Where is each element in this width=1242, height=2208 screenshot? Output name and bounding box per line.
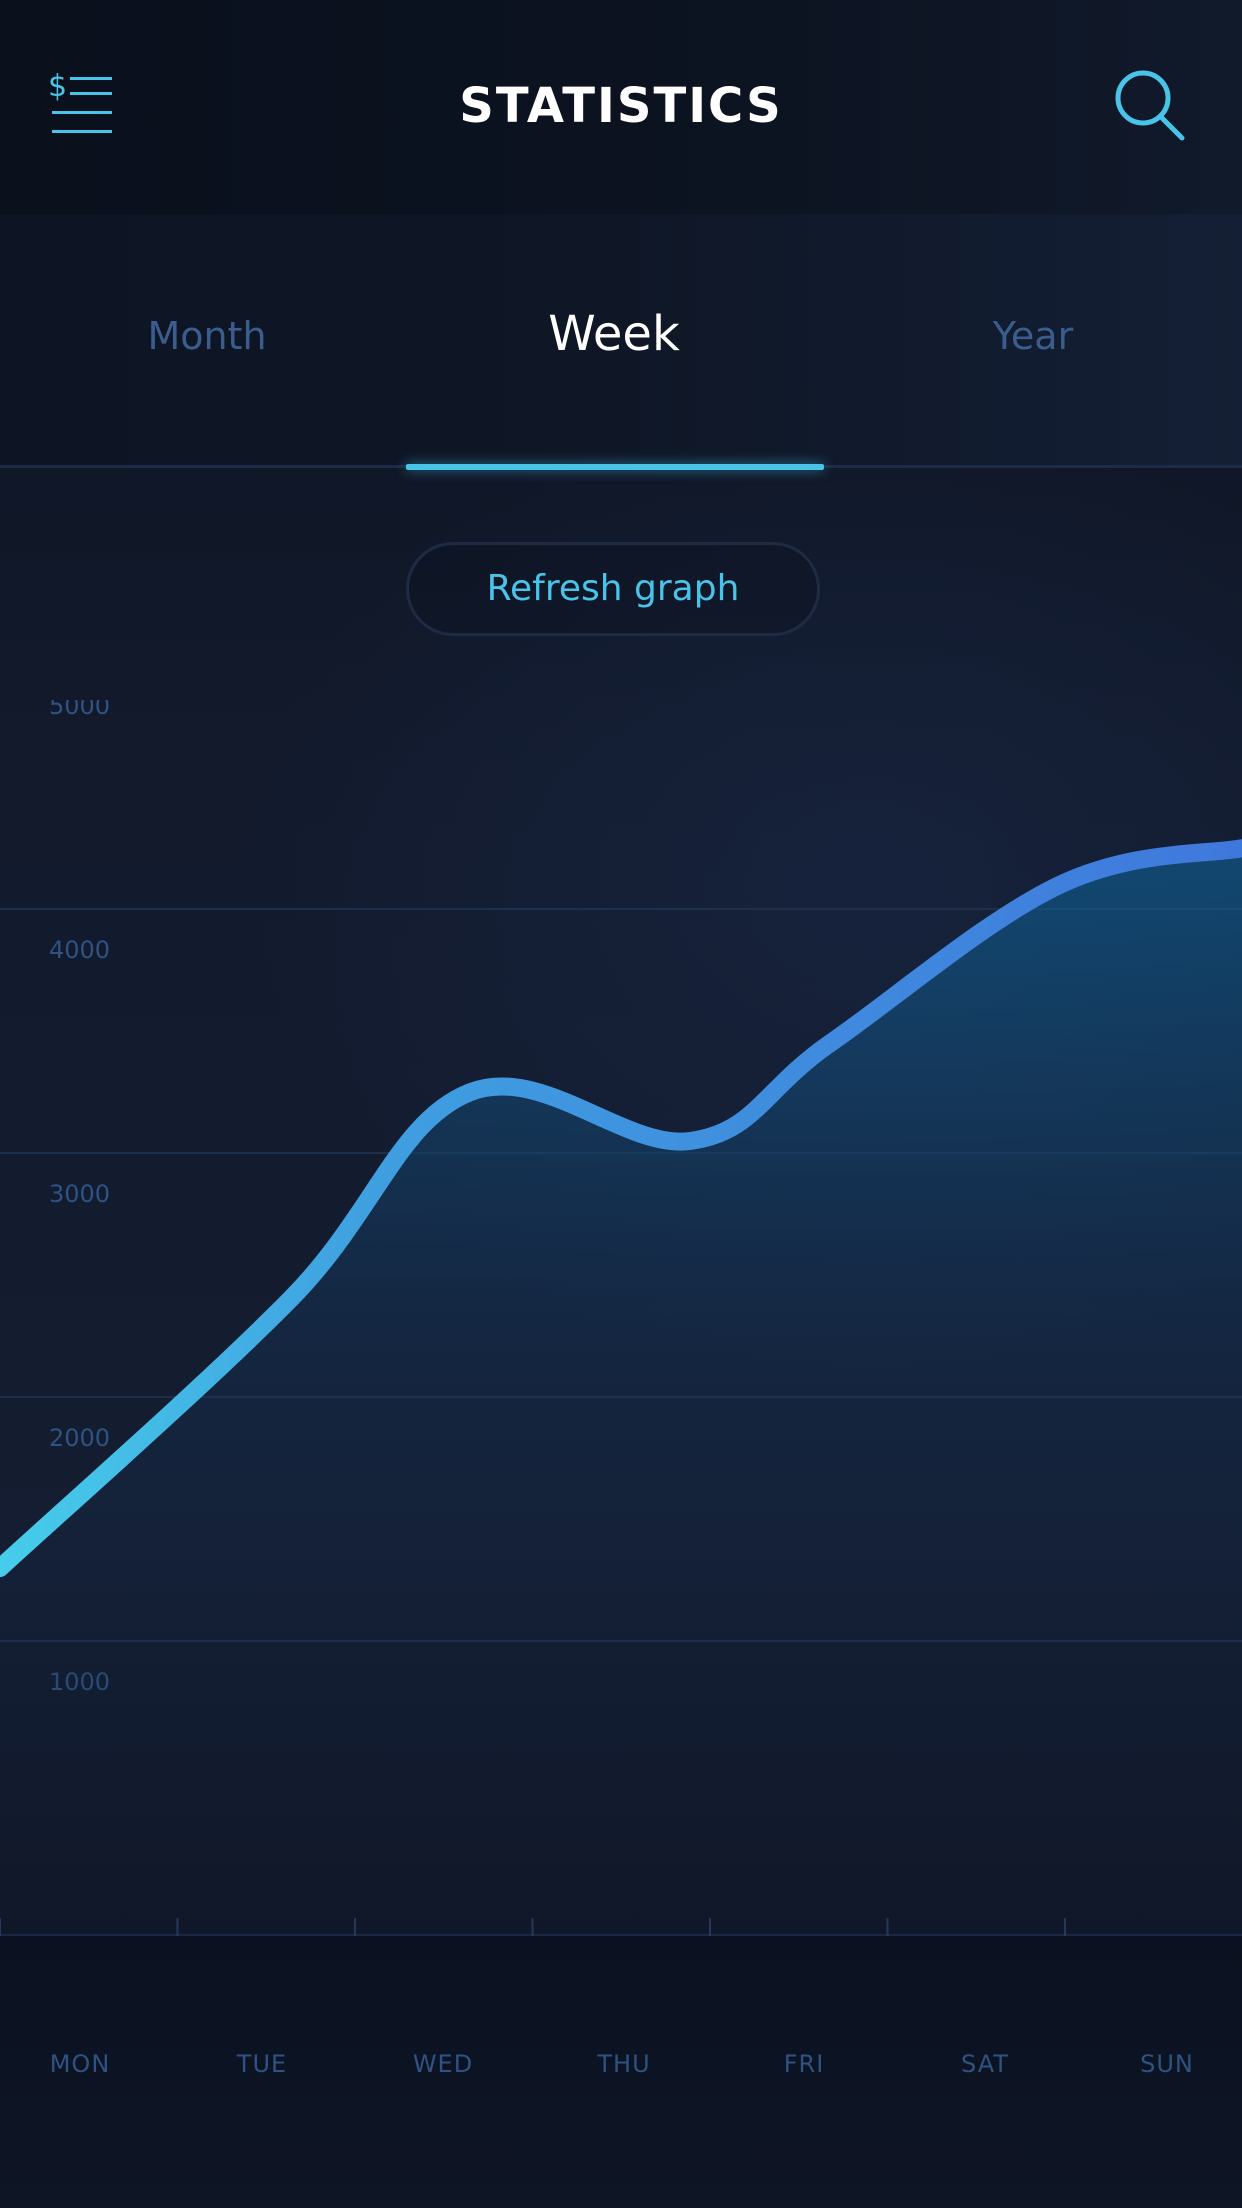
svg-text:$: $: [48, 70, 67, 104]
x-tick-label: WED: [412, 2050, 474, 2078]
tab-week[interactable]: Week: [548, 306, 680, 362]
x-tick-label: MON: [49, 2050, 111, 2078]
x-tick-label: THU: [597, 2050, 651, 2078]
x-axis-band: [0, 1936, 1242, 2208]
weekly-line-chart: 50004000300020001000: [0, 700, 1242, 1940]
search-icon[interactable]: [1112, 68, 1186, 142]
x-tick-label: TUE: [236, 2050, 288, 2078]
series-line: [0, 839, 1242, 1577]
y-tick-label: 3000: [49, 1180, 110, 1208]
active-tab-indicator: [406, 464, 824, 470]
dollar-list-menu-icon[interactable]: $: [48, 70, 114, 142]
tab-month[interactable]: Month: [147, 314, 267, 358]
y-tick-label: 4000: [49, 936, 110, 964]
x-tick-label: FRI: [783, 2050, 825, 2078]
x-tick-label: SAT: [961, 2050, 1009, 2078]
tab-year[interactable]: Year: [992, 314, 1074, 358]
y-tick-label: 5000: [49, 700, 110, 720]
y-tick-label: 2000: [49, 1424, 110, 1452]
x-tick-label: SUN: [1140, 2050, 1194, 2078]
x-axis-ticks: [0, 1918, 1066, 1940]
series-area-fill: [0, 848, 1242, 1936]
app-header: $ STATISTICS: [0, 0, 1242, 214]
refresh-graph-button[interactable]: Refresh graph: [406, 542, 820, 636]
page-title: STATISTICS: [459, 78, 783, 134]
period-tabs: Month Week Year: [0, 214, 1242, 468]
